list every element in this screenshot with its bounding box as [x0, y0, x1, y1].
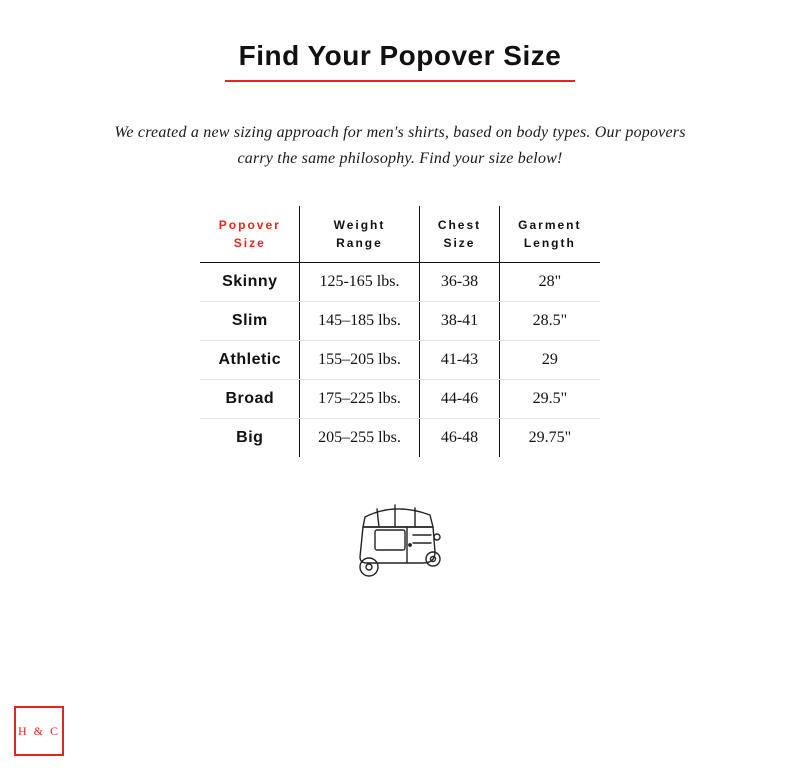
size-table: Popover Size Weight Range Chest Size Gar… — [200, 206, 599, 457]
cell-size: Slim — [200, 302, 299, 341]
cell-length: 28.5" — [500, 302, 600, 341]
cell-size: Big — [200, 419, 299, 458]
table-row: Athletic155–205 lbs.41-4329 — [200, 341, 599, 380]
cell-chest: 38-41 — [419, 302, 499, 341]
cell-length: 29.5" — [500, 380, 600, 419]
col-header-weight: Weight Range — [300, 206, 420, 263]
col-header-label: Popover — [219, 218, 281, 232]
cell-weight: 125-165 lbs. — [300, 263, 420, 302]
cell-weight: 205–255 lbs. — [300, 419, 420, 458]
auto-rickshaw-icon — [345, 497, 455, 582]
table-row: Broad175–225 lbs.44-4629.5" — [200, 380, 599, 419]
cell-size: Skinny — [200, 263, 299, 302]
cell-length: 29 — [500, 341, 600, 380]
table-row: Big205–255 lbs.46-4829.75" — [200, 419, 599, 458]
sizing-chart-container: Find Your Popover Size We created a new … — [0, 0, 800, 582]
page-title: Find Your Popover Size — [239, 40, 562, 80]
cell-chest: 41-43 — [419, 341, 499, 380]
col-header-label: Size — [234, 236, 266, 250]
col-header-label: Weight — [334, 218, 386, 232]
cell-weight: 155–205 lbs. — [300, 341, 420, 380]
table-header-row: Popover Size Weight Range Chest Size Gar… — [200, 206, 599, 263]
col-header-chest: Chest Size — [419, 206, 499, 263]
cell-size: Broad — [200, 380, 299, 419]
col-header-length: Garment Length — [500, 206, 600, 263]
brand-logo-text: H & C — [18, 724, 60, 739]
cell-weight: 175–225 lbs. — [300, 380, 420, 419]
col-header-size: Popover Size — [200, 206, 299, 263]
cell-length: 28" — [500, 263, 600, 302]
col-header-label: Chest — [438, 218, 481, 232]
rickshaw-illustration — [345, 497, 455, 582]
title-underline — [225, 80, 575, 82]
col-header-label: Size — [443, 236, 475, 250]
table-row: Skinny125-165 lbs.36-3828" — [200, 263, 599, 302]
cell-chest: 46-48 — [419, 419, 499, 458]
subtitle-text: We created a new sizing approach for men… — [100, 120, 700, 171]
col-header-label: Range — [336, 236, 383, 250]
cell-chest: 36-38 — [419, 263, 499, 302]
table-row: Slim145–185 lbs.38-4128.5" — [200, 302, 599, 341]
col-header-label: Length — [524, 236, 576, 250]
brand-logo: H & C — [14, 706, 64, 756]
col-header-label: Garment — [518, 218, 581, 232]
cell-size: Athletic — [200, 341, 299, 380]
cell-weight: 145–185 lbs. — [300, 302, 420, 341]
cell-length: 29.75" — [500, 419, 600, 458]
cell-chest: 44-46 — [419, 380, 499, 419]
